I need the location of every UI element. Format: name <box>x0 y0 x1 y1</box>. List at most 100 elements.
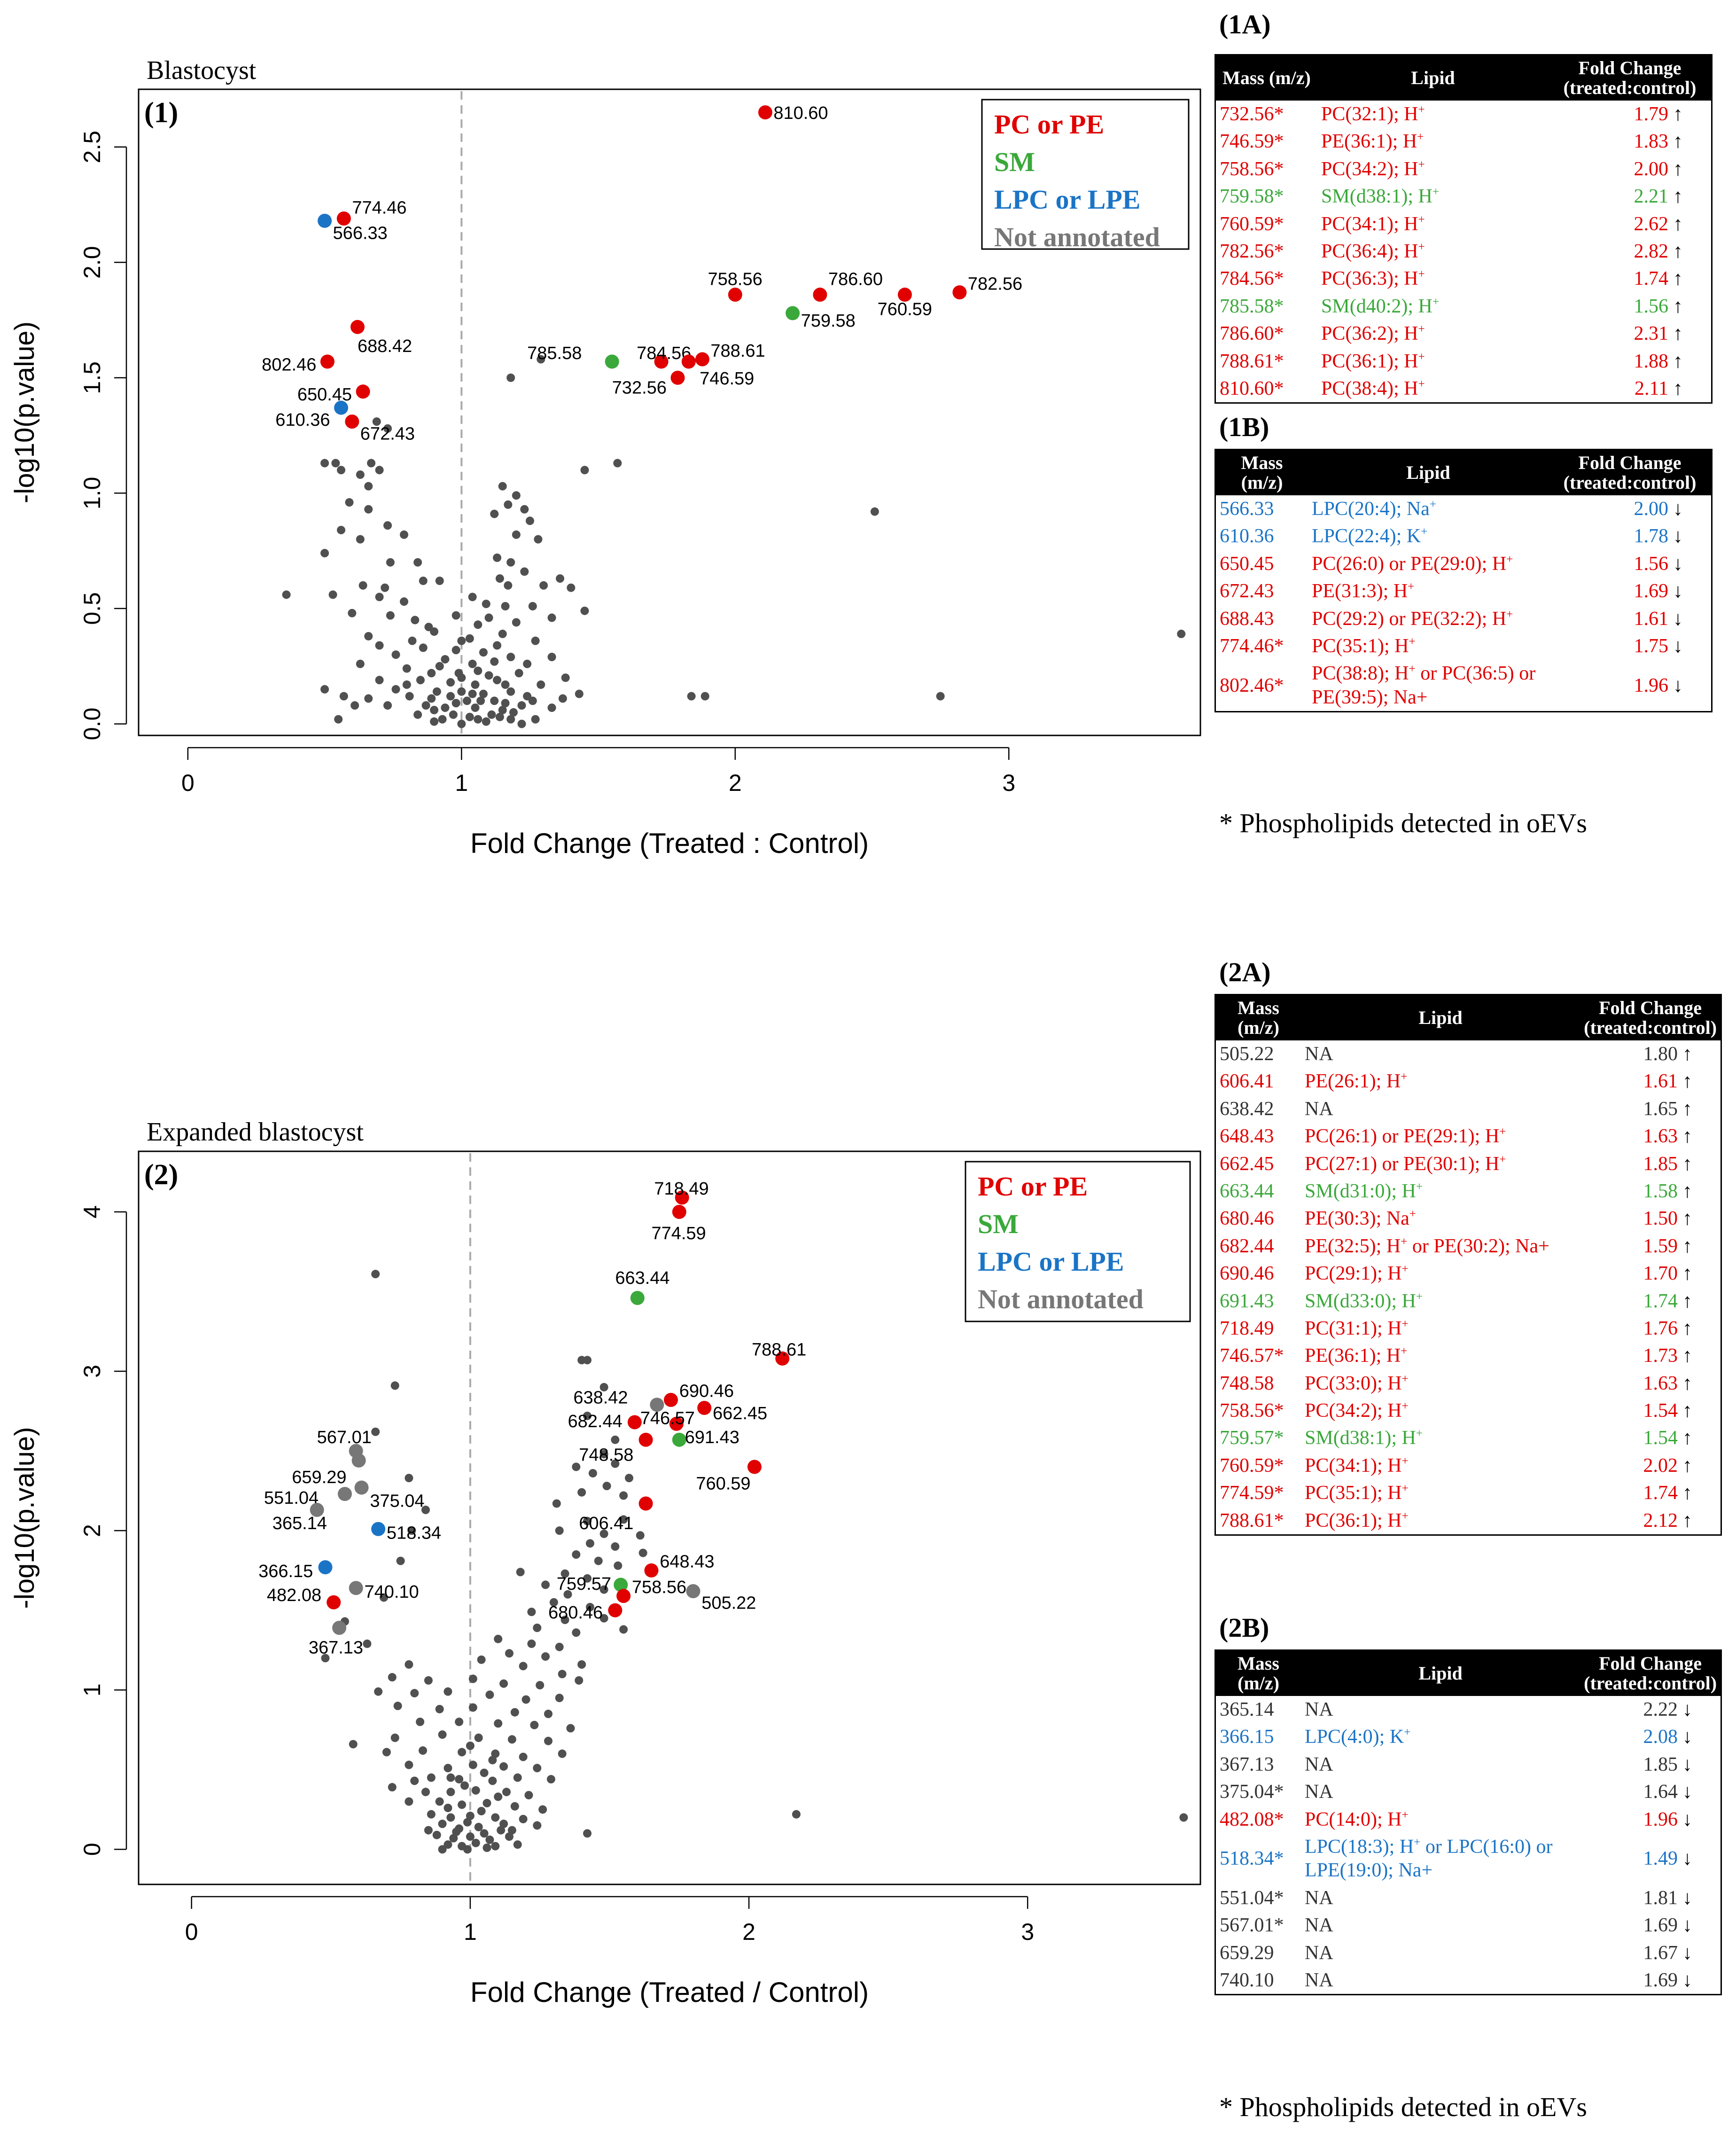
table-row: 759.58* SM(d38:1); H+ 2.21 ↑ <box>1215 183 1712 210</box>
data-point <box>396 1556 405 1565</box>
point-label: 638.42 <box>573 1388 628 1407</box>
data-point <box>583 1574 592 1583</box>
x-tick-label: 1 <box>455 770 468 796</box>
y-tick-label: 1 <box>79 1683 105 1696</box>
arrow-up-icon: ↑ <box>1682 1180 1692 1202</box>
fold-change-cell: 1.69 ↓ <box>1580 1912 1721 1939</box>
fold-change-value: 1.54 <box>1643 1427 1678 1449</box>
fold-change-value: 2.21 <box>1634 186 1669 208</box>
ion-charge: + <box>1401 1400 1409 1413</box>
lipid-name: PC(26:1) or PE(29:1); H <box>1305 1125 1500 1148</box>
point-label: 688.42 <box>358 336 412 356</box>
data-point <box>501 680 510 689</box>
ion-charge: + <box>1401 1509 1409 1523</box>
table-row: 758.56* PC(34:2); H+ 2.00 ↑ <box>1215 156 1712 183</box>
fold-change-value: 2.62 <box>1634 213 1669 235</box>
data-point <box>468 689 477 698</box>
mass-cell: 760.59* <box>1220 1454 1284 1477</box>
arrow-down-icon: ↓ <box>1673 553 1683 575</box>
highlighted-point <box>675 1190 689 1205</box>
lipid-name: SM(d38:1); H <box>1321 186 1432 208</box>
fold-change-cell: 1.63 ↑ <box>1580 1123 1721 1150</box>
fold-change-value: 1.63 <box>1643 1372 1678 1394</box>
lipid-cell: LPC(4:0); K+ <box>1301 1723 1580 1750</box>
point-label: 566.33 <box>333 223 388 243</box>
lipid-cell: SM(d33:0); H+ <box>1301 1288 1580 1315</box>
fold-change-cell: 1.58 ↑ <box>1580 1178 1721 1205</box>
highlighted-point <box>697 1401 712 1415</box>
data-point <box>390 1734 399 1742</box>
lipid-name: LPC(20:4); Na <box>1312 498 1430 520</box>
data-point <box>386 611 395 620</box>
data-point <box>446 1788 455 1797</box>
fold-change-value: 1.88 <box>1634 350 1669 372</box>
fold-change-value: 1.61 <box>1634 608 1669 630</box>
fold-change-value: 1.65 <box>1643 1098 1678 1120</box>
fold-change-cell: 1.74 ↑ <box>1580 1288 1721 1315</box>
data-point <box>320 685 329 694</box>
lipid-cell: PC(36:2); H+ <box>1317 320 1549 347</box>
footnote-1: * Phospholipids detected in oEVs <box>1219 808 1587 838</box>
data-point <box>538 1805 547 1814</box>
data-point <box>792 1810 801 1819</box>
ion-charge: + <box>1432 295 1440 308</box>
arrow-down-icon: ↓ <box>1682 1699 1692 1720</box>
fold-change-value: 1.74 <box>1643 1290 1678 1312</box>
data-point <box>537 680 545 689</box>
fold-change-cell: 1.81 ↓ <box>1580 1884 1721 1912</box>
lipid-cell: NA <box>1301 1040 1580 1068</box>
data-point <box>613 459 622 468</box>
lipid-cell: LPC(20:4); Na+ <box>1308 495 1549 523</box>
fold-change-cell: 1.79 ↑ <box>1549 101 1712 128</box>
data-point <box>493 676 502 685</box>
data-point <box>490 657 499 666</box>
data-point <box>400 597 408 606</box>
data-point <box>575 1676 584 1685</box>
lipid-alt: or PC(36:5) or PE(39:5); Na+ <box>1312 663 1536 708</box>
data-point <box>513 1840 522 1849</box>
highlighted-point <box>605 354 619 369</box>
data-point <box>367 459 376 468</box>
point-label: 482.08 <box>267 1586 321 1605</box>
data-point <box>474 715 483 724</box>
highlighted-point <box>663 1393 678 1407</box>
table-row: 732.56* PC(32:1); H+ 1.79 ↑ <box>1215 101 1712 128</box>
point-label: 659.29 <box>292 1468 346 1487</box>
ion-charge: + <box>1506 553 1513 566</box>
col-fold-change: Fold Change (treated:control) <box>1549 55 1712 101</box>
data-point <box>438 1730 447 1739</box>
table-row: 367.13 NA 1.85 ↓ <box>1215 1751 1721 1778</box>
fold-change-cell: 1.61 ↓ <box>1549 605 1712 633</box>
lipid-name: PC(35:1); H <box>1312 635 1409 657</box>
data-point <box>513 1773 522 1782</box>
ion-charge: + <box>1409 1208 1417 1221</box>
lipid-cell: PC(26:1) or PE(29:1); H+ <box>1301 1123 1580 1150</box>
table-2b: Mass (m/z) Lipid Fold Change (treated:co… <box>1214 1649 1722 1996</box>
lipid-cell: PC(29:1); H+ <box>1301 1260 1580 1287</box>
data-point <box>490 696 499 705</box>
data-point <box>441 655 450 664</box>
data-point <box>583 1356 592 1365</box>
data-point <box>1177 629 1186 638</box>
fold-change-value: 1.54 <box>1643 1400 1678 1422</box>
mass-cell: 505.22 <box>1220 1043 1274 1065</box>
data-point <box>527 1608 536 1617</box>
data-point <box>544 1736 553 1745</box>
data-point <box>364 505 373 514</box>
lipid-name: PE(36:1); H <box>1321 131 1417 153</box>
data-point <box>494 1719 503 1728</box>
table-row: 551.04* NA 1.81 ↓ <box>1215 1884 1721 1912</box>
data-point <box>499 1679 508 1688</box>
data-point <box>432 1830 441 1839</box>
mass-cell: 732.56* <box>1220 103 1284 125</box>
highlighted-point <box>310 1503 324 1517</box>
arrow-up-icon: ↑ <box>1673 323 1683 345</box>
highlighted-point <box>351 1453 366 1468</box>
data-point <box>556 574 565 583</box>
x-axis-label: Fold Change (Treated : Control) <box>470 828 869 859</box>
point-label: 672.43 <box>360 424 415 444</box>
ion-charge: + <box>1418 213 1425 226</box>
fold-change-cell: 1.65 ↑ <box>1580 1095 1721 1123</box>
fold-change-cell: 1.56 ↓ <box>1549 550 1712 578</box>
lipid-name: LPC(4:0); K <box>1305 1726 1404 1748</box>
